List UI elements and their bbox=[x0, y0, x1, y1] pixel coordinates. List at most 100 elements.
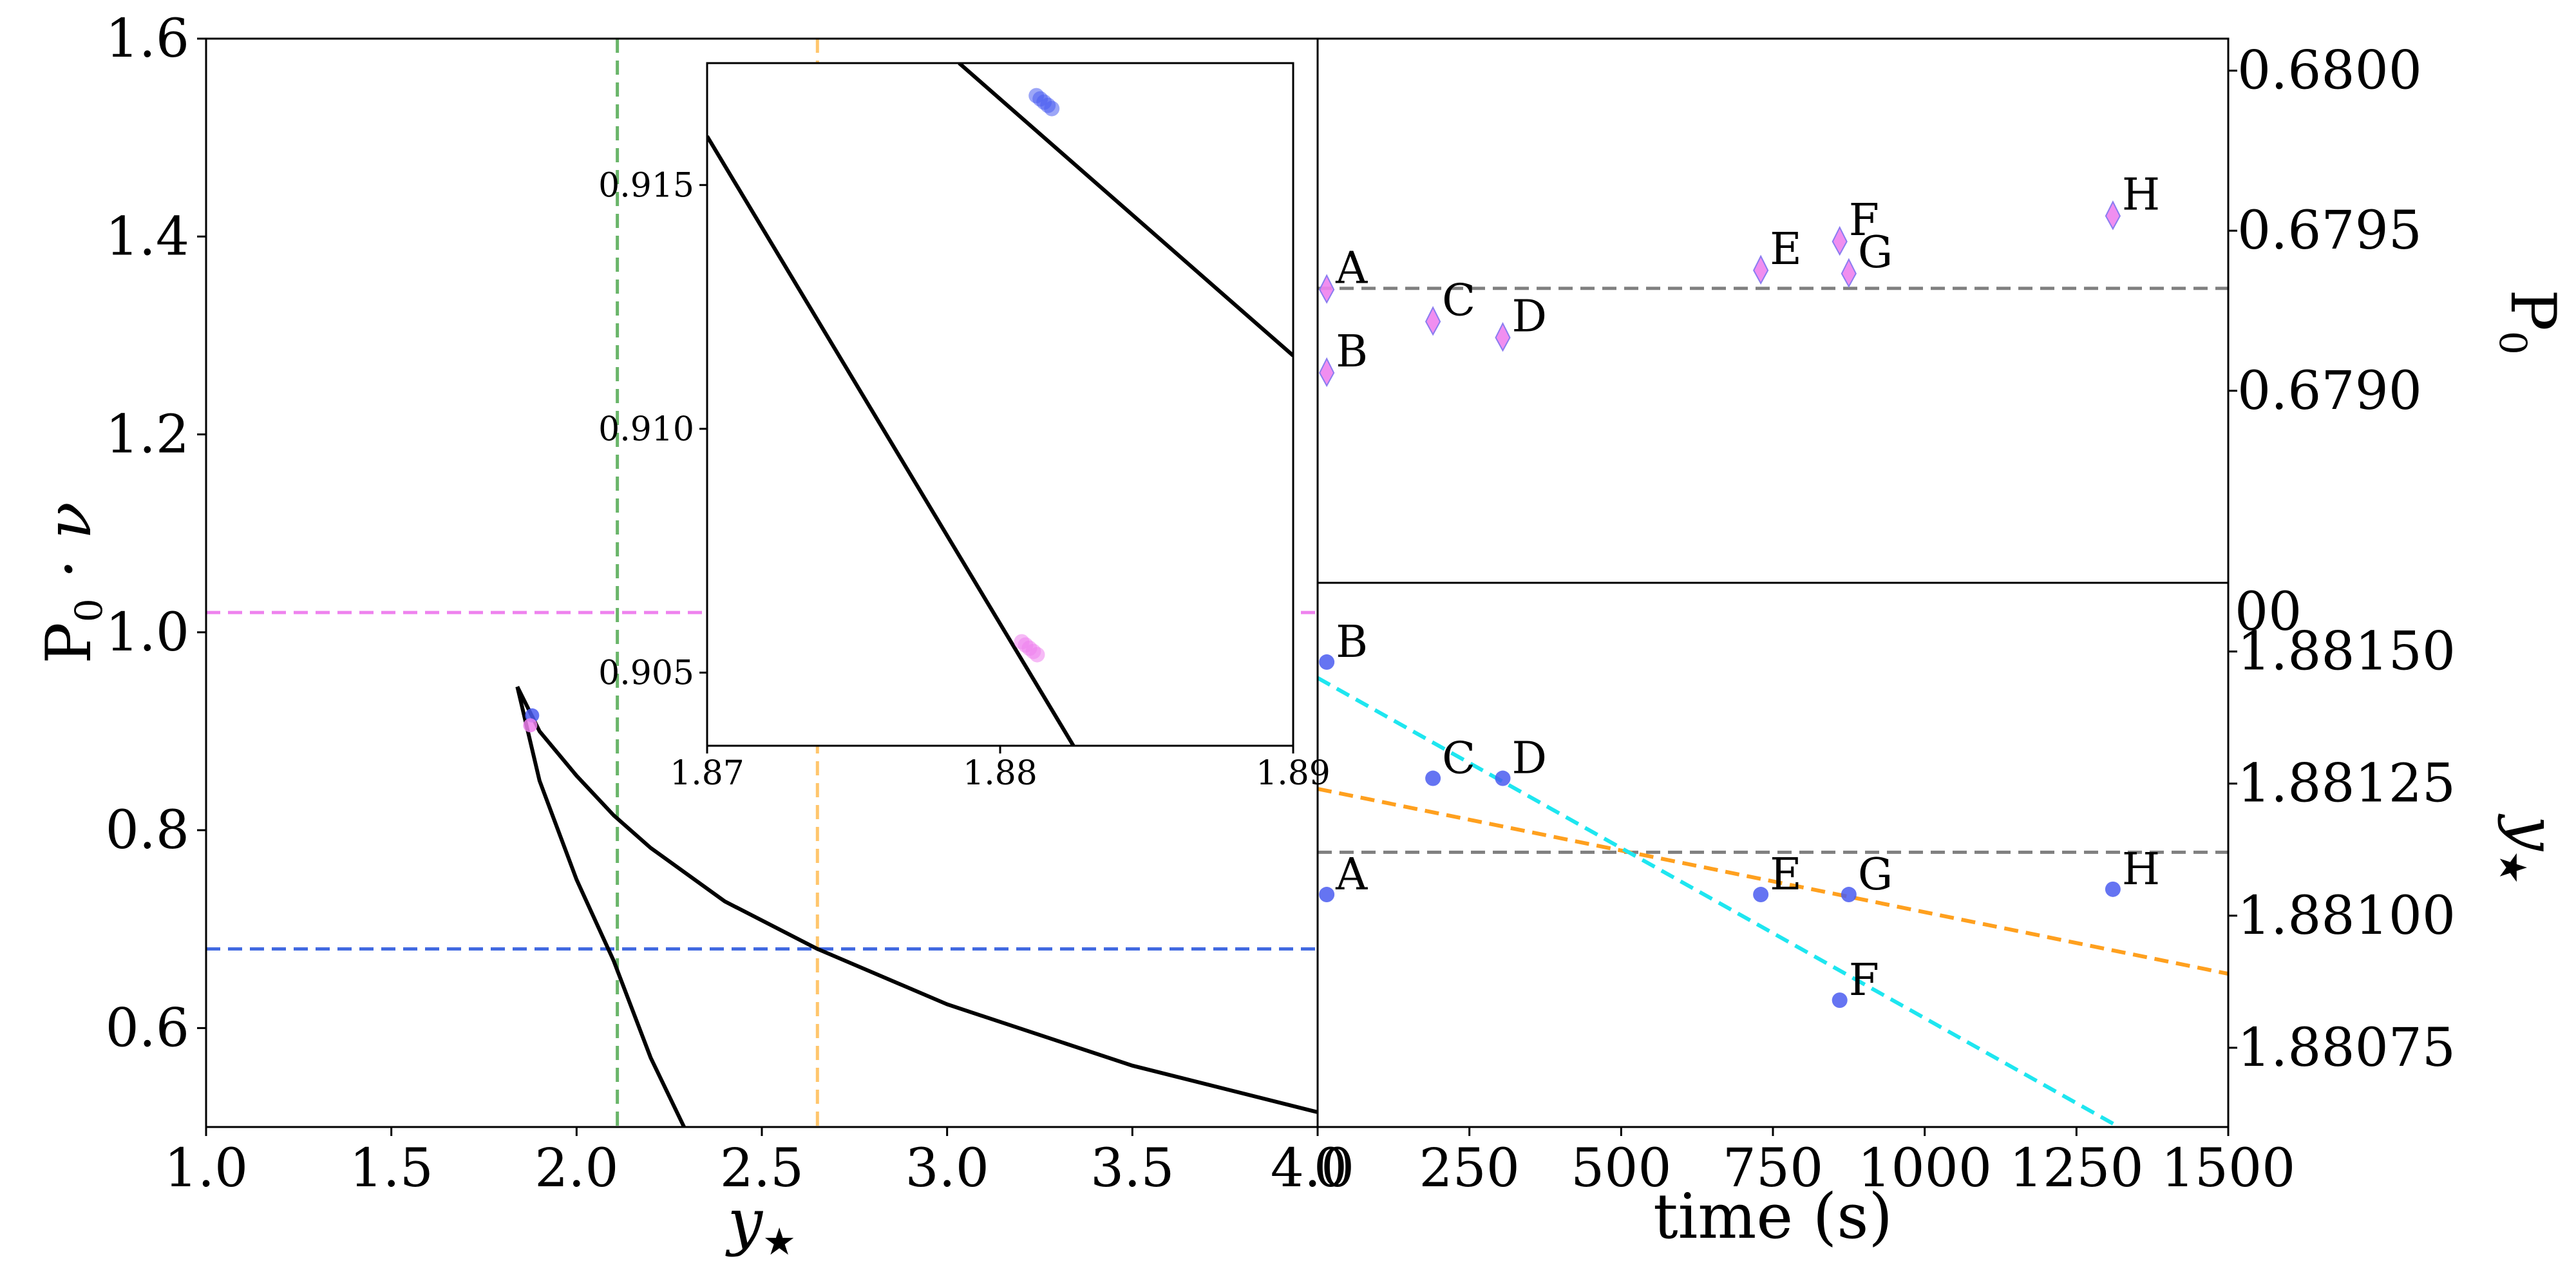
bottom-right-point-D bbox=[1495, 770, 1511, 786]
main-y-tick-label: 1.4 bbox=[106, 206, 189, 267]
inset-panel: 1.87 1.88 1.89 0.905 0.910 0.915 bbox=[598, 62, 1331, 793]
main-x-tick-label: 3.0 bbox=[905, 1138, 989, 1199]
main-y-tick-label: 1.0 bbox=[106, 602, 189, 663]
inset-y-tick-label: 0.905 bbox=[598, 654, 694, 692]
main-panel: 1.0 1.5 2.0 2.5 3.0 3.5 4.00.60.81.01.21.41.6 … bbox=[33, 8, 1354, 1264]
bottom-right-point-label-B: B bbox=[1336, 617, 1368, 668]
main-y-tick-label: 1.2 bbox=[106, 404, 189, 466]
bottom-right-point-F bbox=[1832, 992, 1848, 1009]
main-ylabel-rest: · ν bbox=[33, 502, 105, 598]
inset-x-tick-label: 1.87 bbox=[670, 754, 744, 793]
inset-y-tick-label: 0.910 bbox=[598, 410, 694, 449]
inset-curve-upper-branch bbox=[958, 63, 1293, 357]
top-right-point-D bbox=[1495, 322, 1511, 352]
inset-curve-lower-branch bbox=[707, 135, 1075, 746]
top-right-point-label-H: H bbox=[2122, 169, 2160, 220]
bottom-right-point-label-H: H bbox=[2122, 844, 2160, 895]
top-right-point-B bbox=[1319, 357, 1335, 388]
main-x-axis-label: y★ bbox=[725, 1186, 796, 1264]
bottom-right-y-tick-label: 1.88125 bbox=[2237, 753, 2456, 815]
bottom-right-point-H bbox=[2105, 881, 2121, 897]
main-x-tick-label: 4.0 bbox=[1271, 1138, 1354, 1199]
bottom-right-point-C bbox=[1425, 770, 1441, 786]
inset-point-magenta-cluster bbox=[1029, 647, 1045, 663]
inset-y-tick-label: 0.915 bbox=[598, 166, 694, 205]
top-right-y-tick-label: 0.6790 bbox=[2237, 361, 2422, 422]
bottom-right-clipped-tick: 00 bbox=[2235, 582, 2302, 643]
top-right-point-G bbox=[1841, 258, 1857, 288]
bottom-right-orange-fit bbox=[1318, 787, 2228, 976]
bottom-right-point-B bbox=[1319, 654, 1335, 670]
top-right-plot-area: AB C D EFG H bbox=[1318, 169, 2228, 388]
bottom-right-point-E bbox=[1753, 887, 1769, 903]
curve-lower-branch bbox=[515, 686, 686, 1127]
bottom-right-point-label-D: D bbox=[1512, 734, 1548, 784]
top-right-y-tick-label: 0.6800 bbox=[2237, 41, 2422, 102]
main-ylabel-subscript: 0 bbox=[67, 598, 111, 622]
main-y-tick-label: 0.6 bbox=[106, 998, 189, 1059]
bottom-right-plot-area: A B C D E F G H bbox=[1318, 617, 2228, 1127]
inset-tick-labels: 1.87 1.88 1.89 0.905 0.910 0.915 bbox=[598, 166, 1331, 793]
top-right-point-label-C: C bbox=[1442, 275, 1475, 326]
top-right-point-label-G: G bbox=[1858, 227, 1893, 278]
bottom-right-panel: A B C D E F G H 1.88075 1.88100 1.88125 1.88150 0 25… bbox=[1314, 582, 2569, 1253]
bottom-right-point-label-G: G bbox=[1858, 849, 1893, 900]
bottom-right-cyan-fit bbox=[1318, 676, 2120, 1127]
main-x-tick-label: 1.0 bbox=[164, 1138, 248, 1199]
main-x-tick-label: 2.0 bbox=[535, 1138, 618, 1199]
curve-upper-branch bbox=[515, 685, 1318, 1114]
bottom-right-point-label-C: C bbox=[1442, 734, 1475, 784]
bottom-right-x-tick-label: 250 bbox=[1419, 1138, 1520, 1199]
top-right-point-label-D: D bbox=[1512, 291, 1548, 342]
bottom-right-x-axis-label: time (s) bbox=[1653, 1180, 1893, 1253]
bottom-right-y-tick-label: 1.88075 bbox=[2237, 1018, 2456, 1079]
bottom-right-y-tick-label: 1.88150 bbox=[2237, 621, 2456, 683]
top-right-point-C bbox=[1425, 306, 1441, 336]
main-x-tick-label: 3.5 bbox=[1090, 1138, 1174, 1199]
bottom-right-point-label-E: E bbox=[1770, 849, 1802, 900]
top-right-point-E bbox=[1753, 254, 1769, 285]
top-right-y-axis-label: P0 bbox=[2491, 289, 2569, 355]
inset-x-tick-label: 1.88 bbox=[963, 754, 1037, 793]
main-x-tick-label: 2.5 bbox=[720, 1138, 804, 1199]
top-right-tick-labels: 0.6790 0.6795 0.6800 bbox=[2228, 41, 2422, 422]
main-ylabel-main: P bbox=[33, 622, 105, 664]
top-right-point-A bbox=[1319, 274, 1335, 304]
bottom-right-x-tick-label: 1500 bbox=[2161, 1138, 2296, 1199]
main-x-tick-label: 1.5 bbox=[349, 1138, 433, 1199]
bottom-right-x-tick-label: 1250 bbox=[2009, 1138, 2144, 1199]
bottom-right-x-tick-label: 0 bbox=[1314, 1138, 1347, 1199]
top-right-point-label-B: B bbox=[1336, 327, 1368, 377]
bottom-right-point-G bbox=[1841, 887, 1857, 903]
main-y-axis-label: P0 · ν bbox=[33, 502, 111, 663]
br-ylabel-symbol: y bbox=[2497, 813, 2569, 852]
top-right-point-label-E: E bbox=[1770, 224, 1802, 275]
top-right-point-H bbox=[2105, 200, 2121, 231]
bottom-right-x-tick-label: 500 bbox=[1571, 1138, 1672, 1199]
main-y-tick-label: 1.6 bbox=[106, 8, 189, 70]
bottom-right-x-tick-label: 1000 bbox=[1857, 1138, 1992, 1199]
top-right-point-label-F: F bbox=[1849, 195, 1879, 246]
bottom-right-y-tick-label: 1.88100 bbox=[2237, 886, 2456, 947]
top-right-y-tick-label: 0.6795 bbox=[2237, 200, 2422, 261]
bottom-right-x-tick-label: 750 bbox=[1723, 1138, 1824, 1199]
bottom-right-point-label-F: F bbox=[1849, 955, 1879, 1006]
tr-ylabel-main: P bbox=[2497, 289, 2569, 331]
bottom-right-point-label-A: A bbox=[1335, 849, 1368, 900]
bottom-right-y-axis-label: y★ bbox=[2491, 813, 2569, 884]
inset-point-blue-cluster bbox=[1044, 100, 1060, 117]
bottom-right-point-A bbox=[1319, 887, 1335, 903]
br-ylabel-subscript: ★ bbox=[2491, 851, 2535, 884]
inset-background bbox=[707, 63, 1293, 746]
inset-x-tick-label: 1.89 bbox=[1256, 754, 1331, 793]
main-xlabel-subscript: ★ bbox=[762, 1220, 796, 1264]
point-magenta-dot bbox=[523, 718, 538, 733]
top-right-point-F bbox=[1832, 225, 1848, 256]
tr-ylabel-subscript: 0 bbox=[2491, 331, 2535, 355]
inset-plot-area bbox=[707, 63, 1293, 746]
bottom-right-tick-labels: 1.88075 1.88100 1.88125 1.88150 0 250 500 750 10… bbox=[1314, 621, 2456, 1199]
top-right-point-label-A: A bbox=[1335, 243, 1368, 294]
top-right-panel: AB C D EFG H 0.6790 0.6795 0.6800 P0 bbox=[1316, 37, 2569, 584]
main-tick-labels: 1.0 1.5 2.0 2.5 3.0 3.5 4.0 0.6 0.8 1.0 1.2 1.4 1.6 bbox=[106, 8, 1355, 1199]
